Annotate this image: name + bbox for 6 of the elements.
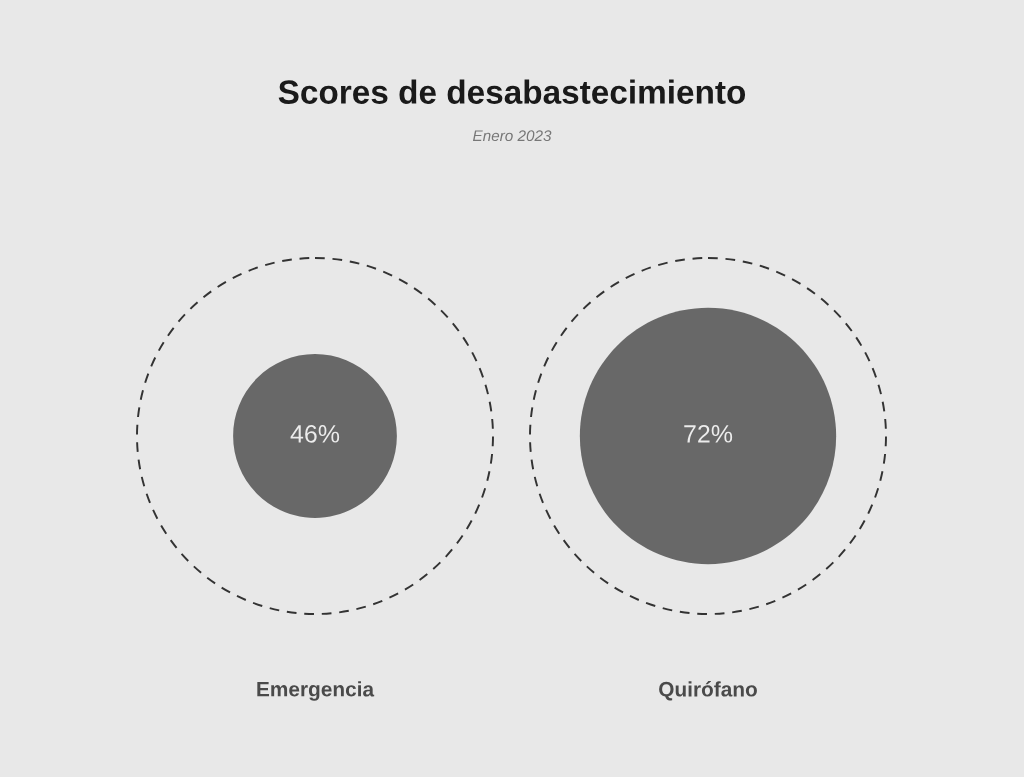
text: Scores de desabastecimiento bbox=[278, 79, 746, 104]
category-label: Quirófano bbox=[659, 681, 757, 701]
data-label: 72% bbox=[684, 425, 733, 443]
text: Enero 2023 bbox=[472, 130, 552, 142]
data-label: 46% bbox=[290, 425, 340, 443]
category-label: Emergencia bbox=[257, 681, 375, 701]
